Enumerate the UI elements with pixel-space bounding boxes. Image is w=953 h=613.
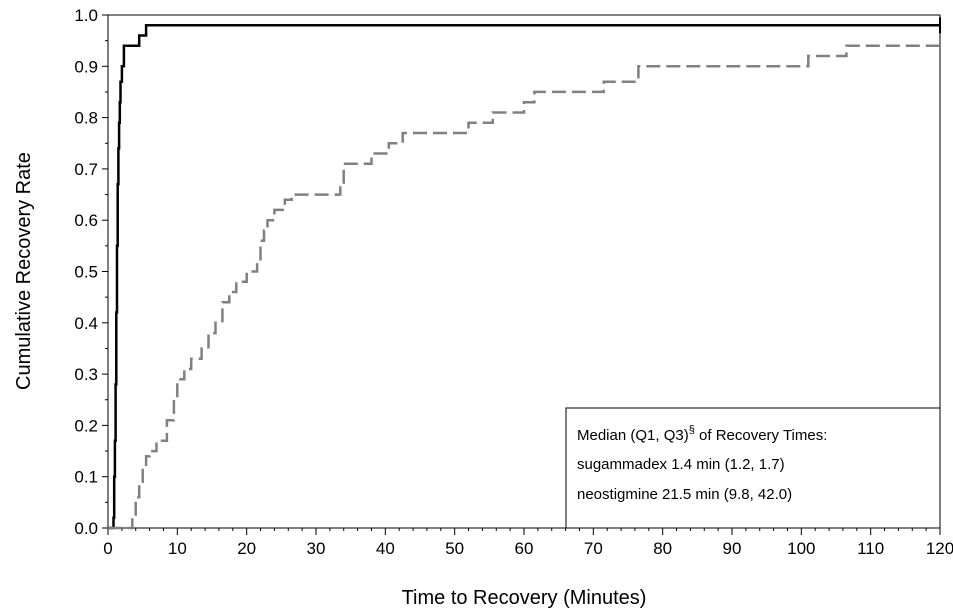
y-tick-label: 0.8	[74, 109, 98, 128]
y-tick-label: 0.9	[74, 57, 98, 76]
y-tick-label: 0.7	[74, 160, 98, 179]
x-axis: 0 10 20 30 40 50 60 70 80 90 100 110 120	[103, 528, 953, 558]
legend-title: Median (Q1, Q3)§ of Recovery Times:	[577, 424, 827, 444]
y-tick-label: 0.0	[74, 519, 98, 538]
x-tick-label: 20	[237, 539, 256, 558]
y-tick-label: 1.0	[74, 6, 98, 25]
x-tick-label: 70	[584, 539, 603, 558]
series-line-sugammadex	[108, 24, 940, 530]
x-tick-label: 90	[723, 539, 742, 558]
y-tick-label: 0.2	[74, 416, 98, 435]
x-tick-label: 80	[653, 539, 672, 558]
y-tick-label: 0.3	[74, 365, 98, 384]
series-layer	[108, 17, 941, 530]
x-tick-label: 10	[168, 539, 187, 558]
x-tick-label: 40	[376, 539, 395, 558]
legend-line-neostigmine: neostigmine 21.5 min (9.8, 42.0)	[577, 486, 792, 503]
legend-border	[565, 407, 941, 529]
y-tick-label: 0.4	[74, 314, 98, 333]
legend-line-sugammadex: sugammadex 1.4 min (1.2, 1.7)	[577, 456, 785, 473]
y-tick-label: 0.1	[74, 468, 98, 487]
x-tick-label: 100	[787, 539, 815, 558]
x-tick-label: 60	[515, 539, 534, 558]
y-tick-label: 0.5	[74, 263, 98, 282]
x-tick-label: 110	[857, 539, 884, 558]
y-axis: 0.0 0.1 0.2 0.3 0.4 0.5 0.6 0.7 0.8 0.9 1.0	[74, 6, 108, 538]
series-line-neostigmine	[108, 44, 940, 530]
x-axis-title: Time to Recovery (Minutes)	[402, 587, 647, 609]
x-tick-label: 30	[307, 539, 326, 558]
x-tick-label: 50	[445, 539, 464, 558]
x-tick-label: 120	[926, 539, 953, 558]
legend-box: Median (Q1, Q3)§ of Recovery Times: suga…	[565, 407, 941, 529]
y-axis-title: Cumulative Recovery Rate	[13, 152, 35, 390]
x-tick-label: 0	[103, 539, 112, 558]
y-tick-label: 0.6	[74, 211, 98, 230]
